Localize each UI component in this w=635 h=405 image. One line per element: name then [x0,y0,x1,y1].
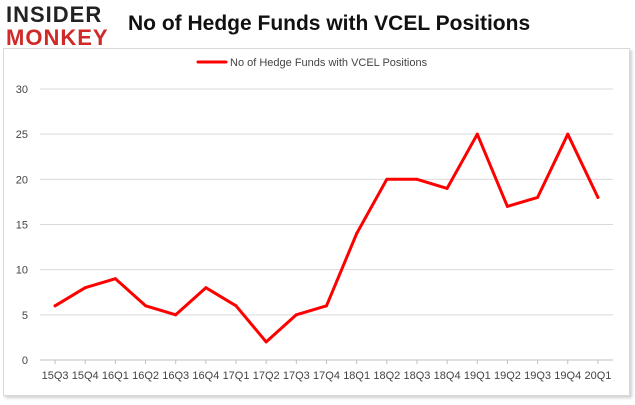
x-tick-label: 20Q1 [584,370,611,382]
x-tick-label: 17Q3 [283,370,310,382]
y-tick-label: 0 [22,355,28,367]
y-tick-label: 20 [16,174,28,186]
chart-frame [3,48,630,396]
chart-title: No of Hedge Funds with VCEL Positions [128,12,531,35]
x-tick-label: 18Q2 [373,370,400,382]
x-tick-label: 16Q2 [132,370,159,382]
data-point [566,132,570,136]
data-point [505,204,509,208]
data-point [596,195,600,199]
data-point [385,177,389,181]
x-tick-label: 15Q4 [72,370,99,382]
data-point [264,340,268,344]
y-tick-label: 5 [22,310,28,322]
legend-label: No of Hedge Funds with VCEL Positions [230,57,428,69]
data-point [445,186,449,190]
x-tick-label: 19Q1 [464,370,491,382]
x-tick-label: 17Q1 [223,370,250,382]
y-tick-label: 10 [16,265,28,277]
y-tick-label: 30 [16,84,28,96]
x-tick-label: 17Q4 [313,370,340,382]
data-point [204,286,208,290]
data-point [475,132,479,136]
data-point [234,304,238,308]
x-tick-label: 18Q1 [343,370,370,382]
data-point [113,277,117,281]
series-line [53,132,600,344]
insider-monkey-logo: INSIDER MONKEY [6,4,118,50]
x-tick-label: 15Q3 [42,370,69,382]
data-point [325,304,328,308]
data-point [415,177,419,181]
y-tick-label: 15 [16,220,28,232]
x-tick-label: 19Q3 [524,370,551,382]
x-tick-label: 18Q4 [434,370,461,382]
data-point [355,232,359,236]
data-point [83,286,87,290]
x-tick-label: 19Q4 [554,370,581,382]
x-tick-label: 16Q3 [162,370,189,382]
x-tick-label: 16Q4 [192,370,219,382]
x-tick-label: 19Q2 [494,370,521,382]
data-point [174,313,178,317]
data-point [536,195,540,199]
data-point [294,313,298,317]
data-point [144,304,148,308]
logo-text-insider: INSIDER [6,2,103,27]
y-tick-label: 25 [16,129,28,141]
logo-text-monkey: MONKEY [6,25,109,50]
x-tick-label: 17Q2 [253,370,280,382]
x-tick-label: 16Q1 [102,370,129,382]
data-point [53,304,57,308]
x-tick-label: 18Q3 [404,370,431,382]
